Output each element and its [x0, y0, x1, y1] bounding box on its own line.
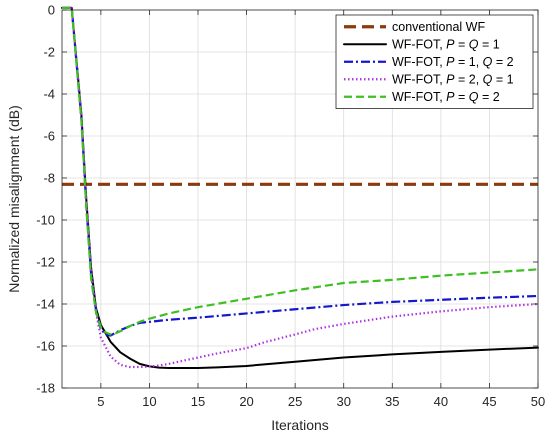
legend-label-symbol: P: [446, 90, 455, 104]
legend-label-1: conventional WF: [392, 20, 485, 34]
legend-label-5: WF-FOT, P = Q = 2: [392, 90, 500, 104]
legend-label-text: WF-FOT,: [392, 55, 446, 69]
legend-label-text: = 2,: [455, 73, 483, 87]
x-tick-label: 45: [482, 394, 496, 409]
y-tick-label: -6: [43, 129, 55, 144]
legend-label-symbol: P: [446, 55, 455, 69]
y-tick-label: 0: [48, 3, 55, 18]
x-tick-label: 50: [531, 394, 545, 409]
x-tick-label: 30: [336, 394, 350, 409]
legend-label-3: WF-FOT, P = 1, Q = 2: [392, 55, 514, 69]
legend-label-text: = 1: [478, 38, 499, 52]
legend-label-text: WF-FOT,: [392, 90, 446, 104]
legend-label-symbol: P: [446, 73, 455, 87]
y-tick-label: -2: [43, 45, 55, 60]
legend-label-symbol: Q: [483, 55, 493, 69]
legend-label-text: WF-FOT,: [392, 38, 446, 52]
x-tick-label: 25: [288, 394, 302, 409]
legend-label-text: =: [455, 90, 469, 104]
series-layer: [61, 6, 539, 370]
legend-label-symbol: P: [446, 38, 455, 52]
legend-label-2: WF-FOT, P = Q = 1: [392, 38, 500, 52]
legend-label-symbol: Q: [469, 90, 479, 104]
y-tick-label: -16: [36, 339, 55, 354]
axes-layer: [61, 9, 539, 389]
plot-frame: [61, 9, 539, 389]
x-tick-label: 35: [385, 394, 399, 409]
x-tick-label: 20: [239, 394, 253, 409]
legend-label-text: conventional WF: [392, 20, 485, 34]
y-tick-label: -18: [36, 381, 55, 396]
legend-label-text: =: [455, 38, 469, 52]
legend-label-text: WF-FOT,: [392, 73, 446, 87]
legend-label-text: = 2: [478, 90, 499, 104]
x-axis-title: Iterations: [271, 417, 329, 433]
legend-label-text: = 2: [492, 55, 513, 69]
legend-label-symbol: Q: [483, 73, 493, 87]
y-tick-label: -14: [36, 297, 55, 312]
y-axis-title: Normalized misalignment (dB): [6, 105, 22, 293]
legend-label-symbol: Q: [469, 38, 479, 52]
y-tick-label: -8: [43, 171, 55, 186]
y-tick-label: -10: [36, 213, 55, 228]
x-tick-label: 5: [97, 394, 104, 409]
x-tick-label: 10: [142, 394, 156, 409]
x-tick-label: 40: [434, 394, 448, 409]
legend-label-4: WF-FOT, P = 2, Q = 1: [392, 73, 514, 87]
tick-layer: 5 10 15 20 25 30 35 40 45 50 0 -2 -4 -6 -8 -10 -12 -14 -16…: [36, 3, 545, 410]
series-line-5: [62, 6, 539, 336]
x-tick-label: 15: [191, 394, 205, 409]
y-tick-label: -4: [43, 87, 55, 102]
legend-label-text: = 1: [492, 73, 513, 87]
y-tick-label: -12: [36, 255, 55, 270]
legend-label-text: = 1,: [455, 55, 483, 69]
